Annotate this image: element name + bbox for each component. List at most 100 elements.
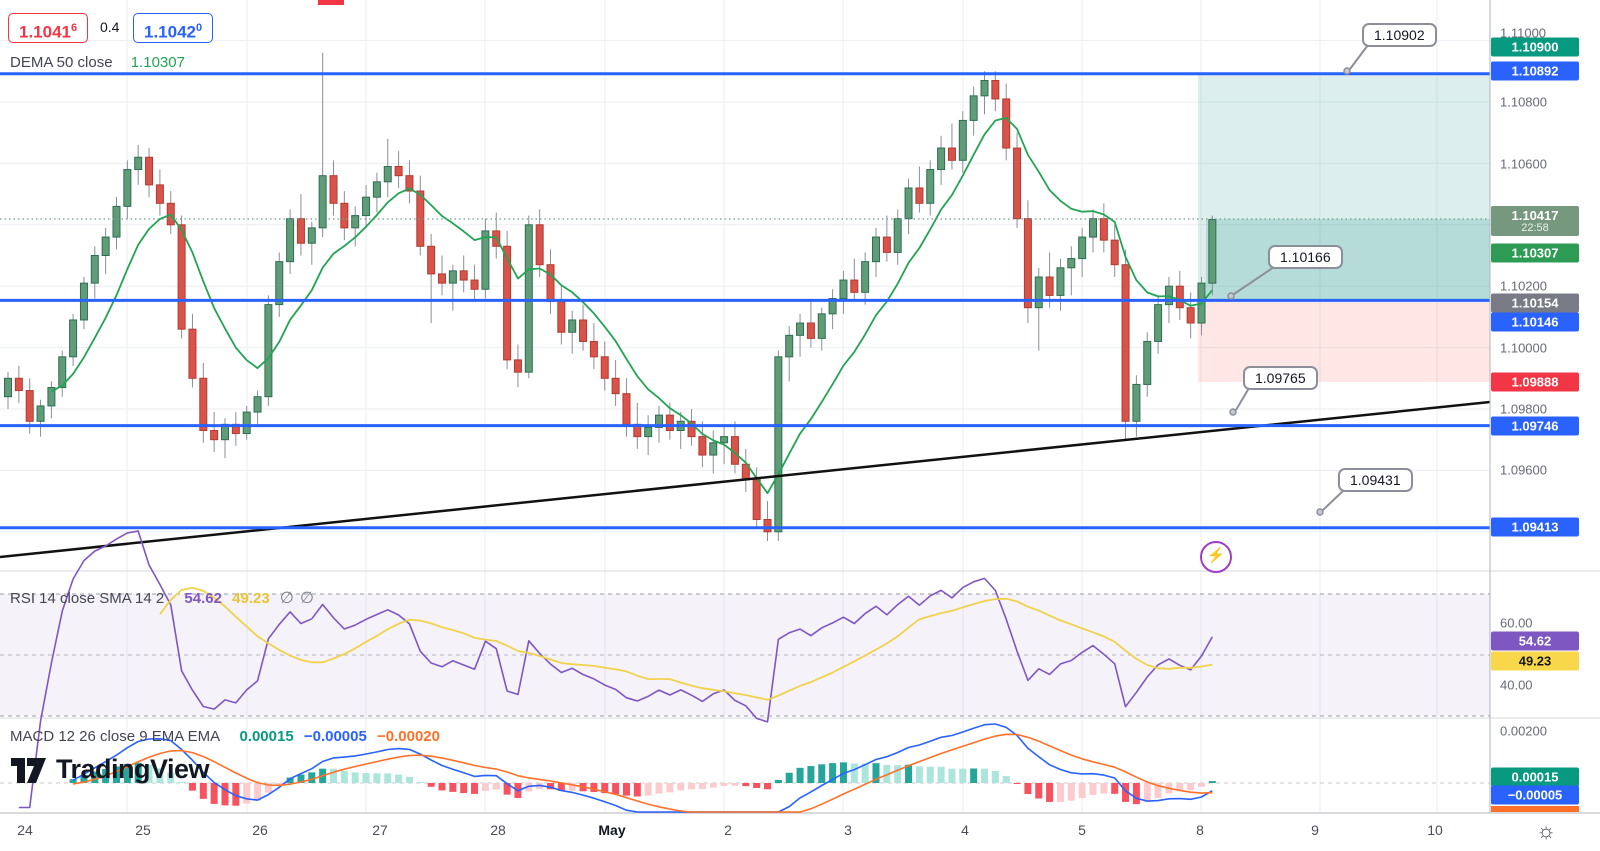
macd-line-value: −0.00005: [303, 728, 367, 745]
candle-body: [286, 218, 295, 263]
candle-body: [969, 95, 978, 121]
macd-histogram-bar: [405, 776, 413, 783]
macd-histogram-bar: [861, 763, 869, 783]
candle-body: [1045, 276, 1054, 296]
macd-histogram-bar: [644, 783, 652, 796]
time-axis-label: 2: [724, 822, 732, 838]
macd-legend[interactable]: MACD 12 26 close 9 EMA EMA 0.00015 −0.00…: [10, 728, 440, 745]
candle-body: [362, 196, 371, 217]
macd-histogram-bar: [590, 783, 598, 793]
macd-histogram-bar: [1176, 783, 1184, 792]
candle-body: [589, 340, 598, 358]
price-axis-tick: 1.10200: [1500, 278, 1547, 294]
macd-histogram-bar: [1111, 783, 1119, 794]
candle-body: [850, 279, 859, 293]
macd-histogram-bar: [460, 783, 468, 794]
candle-body: [763, 519, 772, 533]
candle-body: [210, 429, 219, 441]
candle-body: [546, 264, 555, 303]
lightning-icon[interactable]: ⚡: [1200, 541, 1232, 573]
price-axis-tick: 1.09600: [1500, 462, 1547, 478]
drawing-anchor-marker[interactable]: [318, 0, 344, 5]
candle-body: [1067, 258, 1076, 269]
candle-body: [785, 334, 794, 358]
price-axis-badge: 1.10892: [1491, 61, 1579, 81]
macd-histogram-bar: [774, 779, 782, 783]
rsi-legend[interactable]: RSI 14 close SMA 14 2 54.62 49.23 ∅ ∅: [10, 588, 314, 608]
macd-histogram-bar: [243, 783, 251, 804]
tradingview-logo-icon: [11, 758, 46, 783]
price-callout[interactable]: 1.09431: [1338, 468, 1413, 492]
macd-histogram-bar: [883, 764, 891, 783]
macd-histogram-bar: [264, 783, 272, 793]
macd-histogram-bar: [210, 783, 218, 804]
macd-histogram-bar: [221, 783, 229, 806]
macd-axis-badge: 0.00015: [1491, 767, 1579, 787]
macd-histogram-bar: [655, 783, 663, 794]
macd-histogram-bar: [1056, 783, 1064, 802]
spread-value: 0.4: [100, 19, 120, 35]
candle-body: [611, 377, 620, 395]
macd-histogram-bar: [1046, 783, 1054, 802]
price-callout[interactable]: 1.09765: [1243, 366, 1318, 390]
macd-histogram-bar: [753, 783, 761, 789]
candle-body: [69, 319, 78, 358]
candle-body: [980, 80, 989, 97]
macd-histogram-bar: [254, 783, 262, 801]
macd-histogram-bar: [905, 764, 913, 783]
candle-body: [839, 279, 848, 299]
candle-body: [448, 270, 457, 284]
price-axis-badge: 1.09746: [1491, 416, 1579, 436]
candle-body: [937, 147, 946, 171]
candle-body: [253, 396, 262, 413]
macd-histogram-bar: [438, 783, 446, 791]
time-axis-label: 25: [135, 822, 151, 838]
macd-histogram-bar: [351, 772, 359, 783]
price-callout[interactable]: 1.10902: [1362, 23, 1437, 47]
macd-histogram-bar: [1132, 783, 1140, 805]
candle-body: [383, 165, 392, 183]
price-callout[interactable]: 1.10166: [1268, 245, 1343, 269]
dema-value: 1.10307: [130, 54, 185, 71]
dema-legend[interactable]: DEMA 50 close 1.10307: [10, 54, 185, 71]
macd-histogram-bar: [1002, 776, 1010, 783]
macd-histogram-bar: [568, 783, 576, 791]
buy-price-button[interactable]: 1.10420: [133, 13, 214, 43]
candle-body: [14, 377, 23, 392]
macd-histogram-bar: [232, 783, 240, 806]
macd-histogram-bar: [471, 783, 479, 794]
candle-body: [58, 356, 67, 389]
macd-histogram-bar: [829, 763, 837, 783]
buy-price: 1.1042: [144, 22, 196, 42]
macd-histogram-bar: [970, 768, 978, 783]
candle-body: [90, 255, 99, 284]
buy-price-pip: 0: [196, 22, 203, 34]
macd-histogram-bar: [1143, 783, 1151, 803]
time-axis-label: 24: [17, 822, 33, 838]
candle-body: [644, 426, 653, 438]
axis-settings-icon[interactable]: ☼: [1536, 818, 1557, 843]
macd-histogram-bar: [145, 764, 153, 783]
candle-body: [926, 169, 935, 204]
sell-price-button[interactable]: 1.10416: [8, 13, 89, 43]
candle-body: [665, 414, 674, 431]
macd-histogram-bar: [926, 766, 934, 783]
price-axis-badge: 1.10146: [1491, 312, 1579, 332]
macd-histogram-bar: [427, 783, 435, 787]
candle-body: [4, 377, 12, 398]
macd-label: MACD 12 26 close 9 EMA EMA: [10, 728, 220, 745]
price-axis-tick: 1.10600: [1500, 156, 1547, 172]
candle-body: [893, 218, 902, 253]
trendline: [0, 400, 1491, 559]
candle-body: [1175, 285, 1184, 309]
macd-histogram-bar: [796, 767, 804, 783]
candle-body: [329, 175, 338, 204]
rsi-axis-tick: 60.00: [1500, 615, 1533, 631]
candle-body: [698, 436, 707, 456]
macd-histogram-bar: [1187, 783, 1195, 791]
tradingview-logo[interactable]: TradingView: [8, 750, 210, 788]
macd-histogram-bar: [601, 783, 609, 794]
candle-body: [872, 236, 880, 263]
